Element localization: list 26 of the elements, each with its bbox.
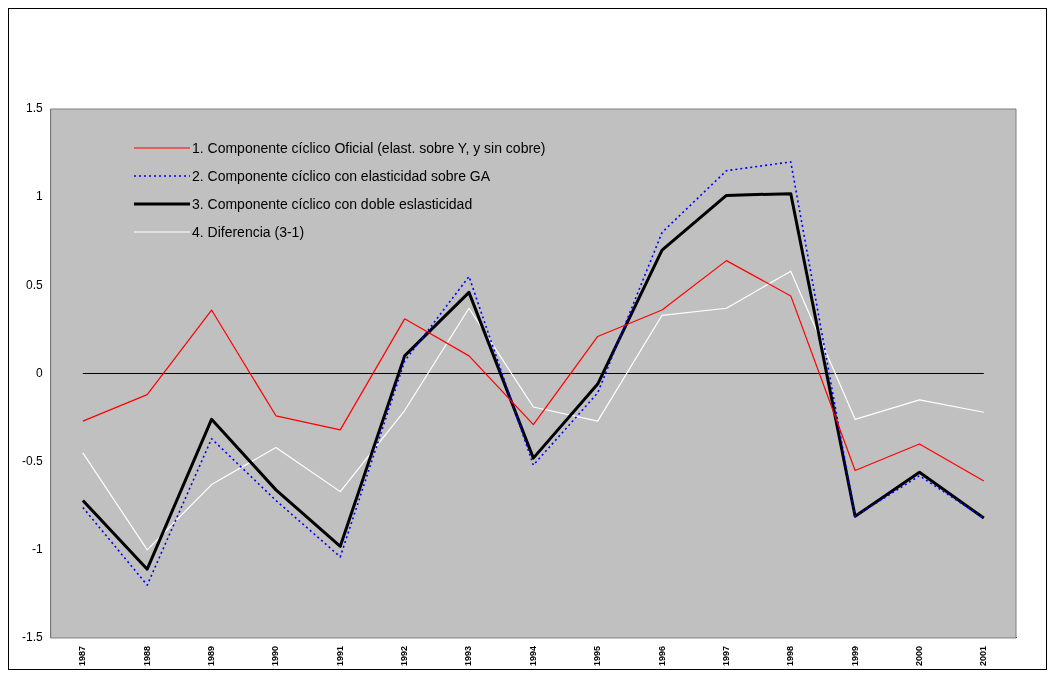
x-tick-label: 2001 bbox=[978, 645, 989, 667]
x-tick-label: 1993 bbox=[463, 645, 474, 667]
x-tick-label: 1997 bbox=[720, 645, 731, 667]
y-tick-label: 0.5 bbox=[25, 277, 43, 292]
y-tick-label: -1.5 bbox=[21, 630, 43, 645]
legend-label: 4. Diferencia (3-1) bbox=[192, 224, 305, 240]
x-tick-label: 1999 bbox=[849, 645, 860, 667]
x-tick-label: 1992 bbox=[399, 645, 410, 667]
legend-label: 1. Componente cíclico Oficial (elast. sobre Y, y sin cobre) bbox=[192, 140, 546, 156]
y-tick-label: 1 bbox=[35, 189, 43, 204]
x-tick-label: 2000 bbox=[913, 645, 924, 667]
x-tick-label: 1990 bbox=[270, 645, 281, 667]
y-tick-label: 1.5 bbox=[25, 101, 43, 116]
y-tick-label: 0 bbox=[35, 365, 43, 380]
x-tick-label: 1994 bbox=[527, 645, 538, 667]
x-tick-label: 1989 bbox=[206, 645, 217, 667]
x-tick-label: 1995 bbox=[592, 645, 603, 667]
x-tick-label: 1987 bbox=[77, 645, 88, 667]
y-tick-label: -1 bbox=[32, 542, 43, 557]
y-tick-label: -0.5 bbox=[21, 453, 43, 468]
x-tick-label: 1991 bbox=[334, 645, 345, 667]
legend-label: 2. Componente cíclico con elasticidad sobre GA bbox=[192, 168, 491, 184]
x-tick-label: 1998 bbox=[785, 645, 796, 667]
x-tick-label: 1988 bbox=[141, 645, 152, 667]
legend-label: 3. Componente cíclico con doble eslasticidad bbox=[192, 196, 473, 212]
x-tick-label: 1996 bbox=[656, 645, 667, 667]
